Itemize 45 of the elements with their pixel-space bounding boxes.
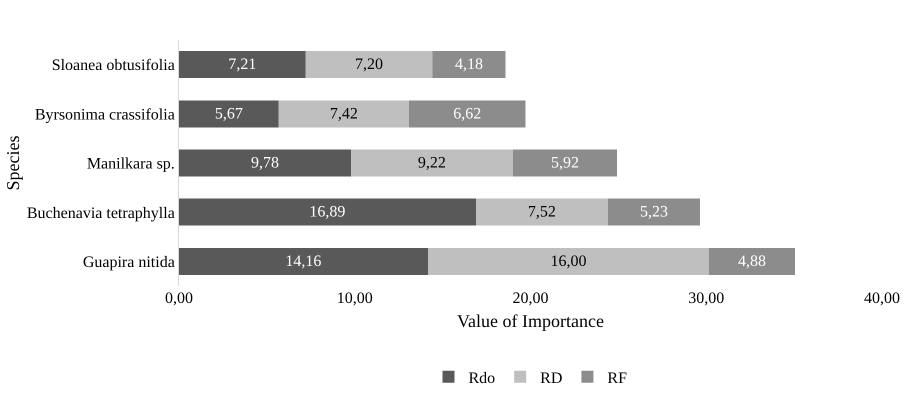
data-label: 9,22 (418, 154, 446, 172)
data-label: 7,52 (528, 204, 556, 221)
bar (709, 248, 795, 275)
data-label: 14,16 (285, 252, 322, 270)
bar (432, 51, 506, 78)
data-label: 6,62 (453, 105, 482, 122)
data-label: 7,42 (330, 105, 358, 122)
bar (179, 149, 351, 177)
y-tick-label: Byrsonima crassifolia (34, 106, 175, 124)
legend-label: RF (607, 370, 628, 387)
x-tick-label: 40,00 (864, 290, 900, 307)
y-axis-title: Species (3, 136, 24, 190)
y-tick-label: Manilkara sp. (86, 156, 175, 173)
bar (306, 51, 432, 78)
data-label: 16,89 (309, 204, 346, 221)
bar (179, 100, 279, 128)
data-label: 4,18 (454, 56, 483, 74)
x-tick-label: 0,00 (165, 290, 193, 307)
data-label: 9,78 (250, 154, 279, 172)
bar (278, 100, 410, 128)
bar (350, 149, 513, 177)
data-label: 5,67 (214, 105, 243, 122)
data-label: 5,92 (550, 154, 579, 172)
data-label: 4,88 (738, 252, 766, 270)
bar (608, 198, 700, 226)
legend-label: RD (540, 370, 562, 387)
data-label: 7,20 (354, 56, 383, 74)
bar (428, 248, 710, 275)
y-tick-label: Guapira nitida (82, 254, 175, 271)
bar (179, 51, 306, 78)
bar (512, 149, 617, 177)
bar (179, 248, 428, 275)
bar (409, 100, 526, 128)
legend-label: Rdo (468, 370, 496, 387)
bar (476, 198, 608, 226)
y-tick-label: Sloanea obtusifolia (52, 57, 175, 74)
x-tick-label: 20,00 (512, 290, 548, 307)
data-label: 7,21 (228, 56, 256, 74)
data-label: 16,00 (550, 252, 586, 270)
x-tick-label: 10,00 (336, 290, 373, 307)
x-axis-title: Value of Importance (457, 311, 604, 332)
data-label: 5,23 (640, 204, 668, 221)
y-tick-label: Buchenavia tetraphylla (26, 204, 175, 222)
x-tick-label: 30,00 (688, 290, 724, 307)
bar (179, 198, 476, 226)
